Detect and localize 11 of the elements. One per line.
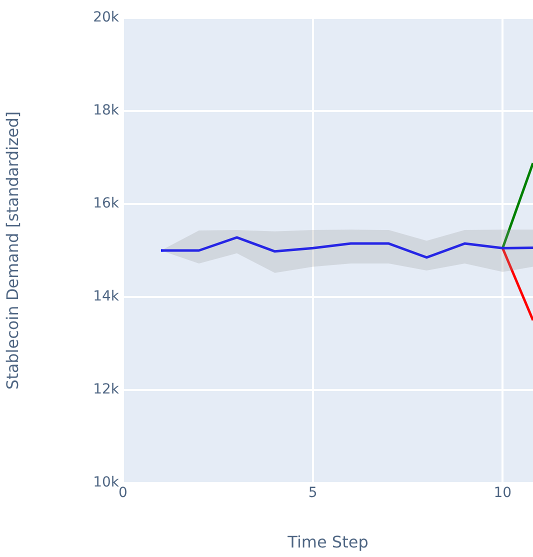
y-tick-label: 20k [93,10,120,26]
x-tick-label: 5 [308,485,318,502]
y-tick-label: 18k [93,102,120,119]
y-tick-label: 14k [93,288,120,305]
x-tick-label: 0 [118,485,128,502]
y-tick-label: 12k [93,382,120,398]
y-tick-label: 10k [93,474,120,491]
y-tick-label: 16k [93,196,120,212]
x-tick-label: 10 [494,485,512,502]
x-axis-title: Time Step [286,532,368,552]
y-axis-title: Stablecoin Demand [standardized] [2,111,22,390]
